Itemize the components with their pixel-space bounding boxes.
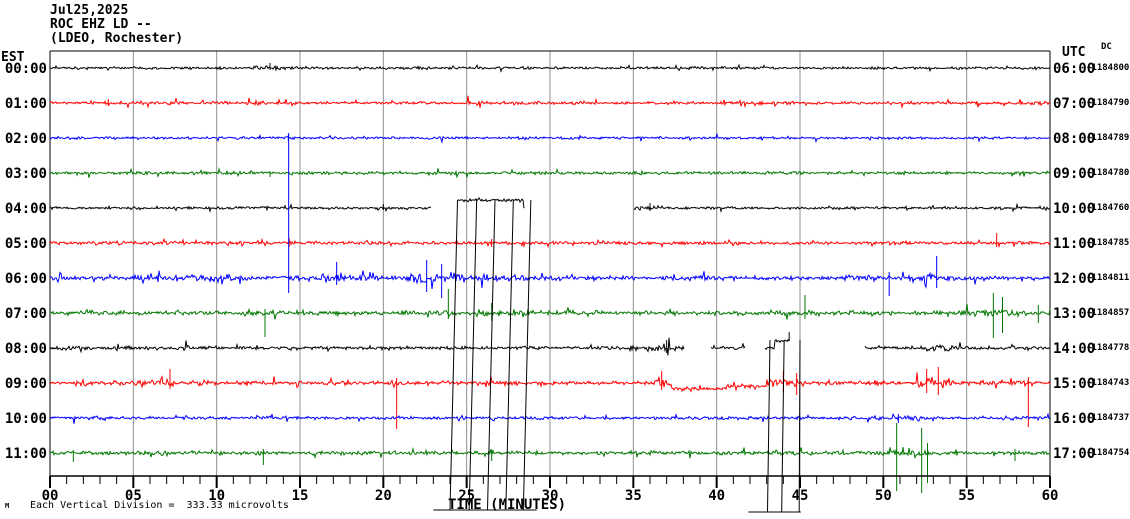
utc-label-9: 15:00	[1053, 376, 1095, 392]
dc-value-8: -1184778	[1086, 343, 1129, 353]
est-label-7: 07:00	[5, 306, 47, 322]
header-date: Jul25,2025	[50, 3, 129, 18]
dc-value-3: -1184780	[1086, 168, 1129, 178]
utc-axis-header: UTC	[1062, 45, 1086, 60]
dc-value-10: -1184737	[1086, 413, 1129, 423]
x-tick-label-10: 10	[208, 488, 225, 504]
x-tick-label-45: 45	[792, 488, 809, 504]
x-tick-label-40: 40	[708, 488, 725, 504]
utc-label-2: 08:00	[1053, 131, 1095, 147]
utc-label-3: 09:00	[1053, 166, 1095, 182]
x-tick-label-55: 55	[958, 488, 975, 504]
est-axis-header: EST	[1, 50, 25, 65]
est-label-9: 09:00	[5, 376, 47, 392]
dc-value-11: -1184754	[1086, 448, 1130, 458]
dc-value-2: -1184789	[1086, 133, 1129, 143]
est-label-4: 04:00	[5, 201, 47, 217]
est-label-10: 10:00	[5, 411, 47, 427]
trace-row-0400	[457, 196, 525, 209]
trace-row-0800	[764, 338, 790, 351]
dc-value-1: -1184790	[1086, 98, 1129, 108]
trace-row-1100	[49, 446, 1051, 460]
trace-row-0400	[633, 202, 1051, 214]
x-tick-label-15: 15	[292, 488, 309, 504]
event-line	[767, 339, 771, 513]
utc-label-0: 06:00	[1053, 61, 1095, 77]
x-tick-label-20: 20	[375, 488, 392, 504]
utc-label-10: 16:00	[1053, 411, 1095, 427]
scale-note: Each Vertical Division = 333.33 microvol…	[30, 500, 289, 511]
utc-label-5: 11:00	[1053, 236, 1095, 252]
trace-row-0500	[49, 237, 1051, 249]
x-tick-label-30: 30	[542, 488, 559, 504]
dc-value-7: -1184857	[1086, 308, 1129, 318]
utc-label-8: 14:00	[1053, 341, 1095, 357]
dc-value-9: -1184743	[1086, 378, 1129, 388]
est-label-11: 11:00	[5, 446, 47, 462]
trace-row-0700	[49, 303, 1051, 320]
dc-value-0: -1184800	[1086, 63, 1129, 73]
est-label-6: 06:00	[5, 271, 47, 287]
x-tick-label-35: 35	[625, 488, 642, 504]
dc-value-5: -1184785	[1086, 238, 1129, 248]
utc-label-7: 13:00	[1053, 306, 1095, 322]
event-line	[505, 199, 514, 511]
dc-value-4: -1184760	[1086, 203, 1129, 213]
trace-row-0800	[49, 337, 685, 356]
utc-label-6: 12:00	[1053, 271, 1095, 287]
x-tick-label-00: 00	[42, 488, 59, 504]
trace-row-0000	[49, 63, 1051, 73]
trace-row-0900	[49, 372, 1051, 393]
trace-row-0800	[710, 343, 746, 350]
event-line	[781, 339, 785, 513]
trace-row-0300	[49, 167, 1051, 179]
trace-row-0800	[864, 342, 1051, 352]
dc-value-6: -1184811	[1086, 273, 1129, 283]
watermark: M	[5, 502, 10, 510]
header-station-code: ROC EHZ LD --	[50, 17, 152, 32]
event-line	[487, 199, 496, 511]
trace-row-1000	[49, 412, 1051, 424]
x-tick-label-05: 05	[125, 488, 142, 504]
x-axis-title: TIME (MINUTES)	[448, 497, 567, 513]
trace-row-0400	[50, 203, 432, 213]
trace-row-0100	[49, 95, 1051, 109]
utc-label-1: 07:00	[1053, 96, 1095, 112]
est-label-3: 03:00	[5, 166, 47, 182]
est-label-0: 00:00	[5, 61, 47, 77]
event-line	[468, 199, 478, 511]
utc-label-11: 17:00	[1053, 446, 1095, 462]
event-line	[449, 199, 458, 511]
trace-row-0200	[49, 132, 1051, 144]
est-label-2: 02:00	[5, 131, 47, 147]
est-label-1: 01:00	[5, 96, 47, 112]
x-tick-label-25: 25	[458, 488, 475, 504]
utc-label-4: 10:00	[1053, 201, 1095, 217]
trace-row-0600	[49, 270, 1051, 290]
est-label-8: 08:00	[5, 341, 47, 357]
dc-axis-header: DC	[1101, 42, 1112, 52]
x-tick-label-60: 60	[1042, 488, 1059, 504]
header-station-name: (LDEO, Rochester)	[50, 31, 184, 46]
x-tick-label-50: 50	[875, 488, 892, 504]
est-label-5: 05:00	[5, 236, 47, 252]
event-line	[522, 199, 532, 511]
